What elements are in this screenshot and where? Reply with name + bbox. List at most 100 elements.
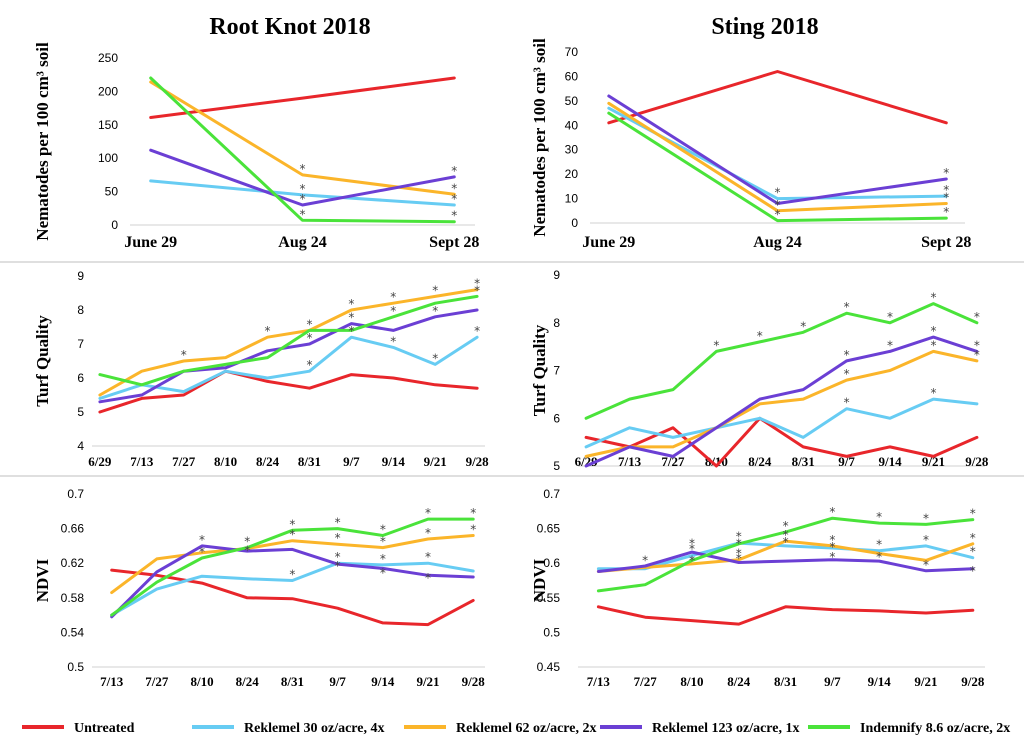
significance-star: *: [736, 529, 742, 543]
x-tick-label: 9/7: [838, 454, 855, 469]
legend: Untreated Reklemel 30 oz/acre, 4x Reklemel…: [22, 721, 1010, 736]
significance-star: *: [348, 311, 354, 325]
significance-star: *: [390, 290, 396, 304]
x-tick-label: 9/21: [424, 454, 447, 469]
significance-star: *: [380, 566, 386, 580]
significance-star: *: [829, 533, 835, 547]
series-line: [98, 308, 479, 404]
significance-star: *: [380, 552, 386, 566]
series-line: [584, 302, 979, 420]
significance-star: *: [306, 317, 312, 331]
x-tick-label: 9/28: [965, 454, 989, 469]
significance-star: *: [289, 517, 295, 531]
significance-star: *: [923, 558, 929, 572]
x-tick-label: Sept 28: [921, 234, 971, 251]
significance-star: *: [775, 186, 781, 200]
significance-star: *: [829, 505, 835, 519]
y-tick-label: 0.7: [543, 487, 560, 501]
significance-star: *: [689, 542, 695, 556]
significance-star: *: [306, 331, 312, 345]
x-tick-label: 7/13: [100, 674, 124, 689]
y-tick-label: 0.62: [61, 556, 85, 570]
significance-star: *: [425, 506, 431, 520]
series-line: [98, 288, 479, 397]
x-tick-label: 6/29: [88, 454, 112, 469]
y-tick-label: 200: [98, 84, 118, 98]
y-tick-label: 250: [98, 51, 118, 65]
y-tick-label: 10: [565, 192, 579, 206]
x-tick-label: 8/24: [256, 454, 280, 469]
x-tick-label: 8/10: [214, 454, 237, 469]
significance-star: *: [470, 523, 476, 537]
x-tick-label: 7/27: [661, 454, 685, 469]
y-axis-label: Turf Quality: [33, 315, 52, 407]
series-line: [110, 544, 475, 619]
significance-star: *: [689, 554, 695, 568]
series-line: [607, 70, 948, 125]
significance-star: *: [425, 526, 431, 540]
y-tick-label: 0.54: [61, 625, 85, 639]
x-tick-label: Sept 28: [429, 234, 479, 251]
y-axis-label: Nematodes per 100 cm³ soil: [530, 38, 549, 237]
y-tick-label: 7: [553, 364, 560, 378]
significance-star: *: [970, 531, 976, 545]
root-knot-ndvi-chart: NDVI 0.5 0.54 0.58 0.62 0.66 0.7 7/13 7/27 8/10 8/…: [33, 487, 485, 689]
y-tick-label: 60: [565, 69, 579, 83]
significance-star: *: [380, 523, 386, 537]
y-axis-label: NDVI: [33, 558, 52, 602]
y-tick-label: 0: [111, 218, 118, 232]
significance-star: *: [970, 507, 976, 521]
x-tick-label: 7/27: [172, 454, 196, 469]
x-tick-label: 9/7: [343, 454, 360, 469]
significance-star: *: [943, 190, 949, 204]
significance-star: *: [306, 358, 312, 372]
significance-star: *: [876, 550, 882, 564]
x-tick-label: 7/13: [618, 454, 642, 469]
y-tick-label: 8: [77, 303, 84, 317]
significance-star: *: [887, 338, 893, 352]
significance-star: *: [300, 207, 306, 221]
significance-star: *: [470, 506, 476, 520]
series-line: [149, 148, 456, 207]
y-tick-label: 6: [553, 411, 560, 425]
significance-star: *: [432, 283, 438, 297]
significance-star: *: [348, 297, 354, 311]
significance-star: *: [474, 277, 480, 291]
significance-star: *: [300, 192, 306, 206]
y-tick-label: 4: [77, 439, 84, 453]
y-tick-label: 6: [77, 371, 84, 385]
series-line: [607, 94, 948, 205]
significance-star: *: [199, 533, 205, 547]
significance-star: *: [432, 304, 438, 318]
x-tick-label: 9/28: [462, 674, 486, 689]
significance-star: *: [923, 511, 929, 525]
significance-star: *: [425, 550, 431, 564]
significance-star: *: [930, 291, 936, 305]
significance-star: *: [736, 552, 742, 566]
significance-star: *: [876, 510, 882, 524]
y-tick-label: 9: [77, 269, 84, 283]
series-line: [98, 369, 479, 414]
series-line: [110, 534, 475, 595]
series-line: [584, 335, 979, 468]
y-tick-label: 50: [105, 185, 119, 199]
significance-star: *: [451, 164, 457, 178]
x-tick-label: 8/24: [748, 454, 772, 469]
significance-star: *: [199, 545, 205, 559]
significance-star: *: [390, 334, 396, 348]
x-tick-label: 7/13: [587, 674, 611, 689]
series-line: [584, 416, 979, 468]
y-tick-label: 40: [565, 118, 579, 132]
significance-star: *: [800, 319, 806, 333]
series-line: [149, 76, 456, 119]
significance-star: *: [876, 538, 882, 552]
legend-label: Reklemel 123 oz/acre, 1x: [652, 721, 799, 736]
series-line: [110, 517, 475, 617]
significance-star: *: [181, 348, 187, 362]
x-tick-label: 9/7: [824, 674, 841, 689]
significance-star: *: [974, 348, 980, 362]
x-tick-label: 8/31: [281, 674, 304, 689]
significance-star: *: [474, 324, 480, 338]
significance-star: *: [844, 348, 850, 362]
significance-star: *: [689, 536, 695, 550]
